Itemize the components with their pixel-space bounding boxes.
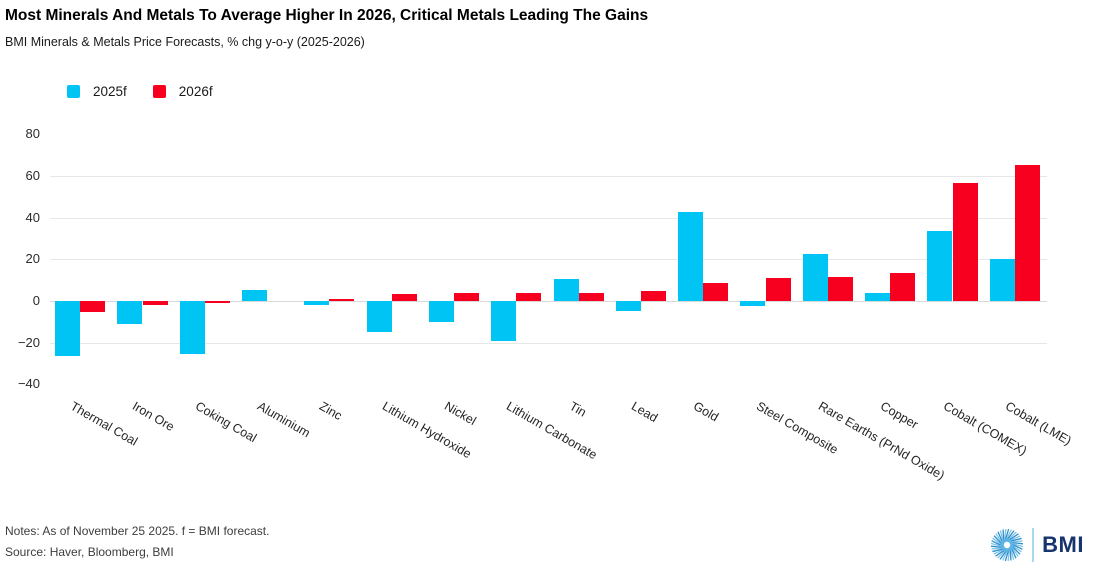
y-tick-label: 0	[32, 293, 40, 308]
bar-2026f-cobalt-comex-[interactable]	[952, 183, 978, 301]
bar-2025f-nickel[interactable]	[428, 301, 454, 322]
legend-item-2025f[interactable]: 2025f	[67, 84, 127, 99]
bar-2026f-steel-composite[interactable]	[765, 278, 791, 301]
zero-gridline	[50, 301, 1047, 302]
gridline	[50, 218, 1047, 219]
bar-2025f-lithium-carbonate[interactable]	[491, 301, 517, 341]
bar-2025f-rare-earths-prnd-oxide-[interactable]	[802, 254, 828, 301]
bar-2025f-cobalt-comex-[interactable]	[927, 231, 953, 301]
bar-2026f-tin[interactable]	[578, 292, 604, 301]
bar-2026f-rare-earths-prnd-oxide-[interactable]	[827, 277, 853, 301]
bar-2026f-zinc[interactable]	[329, 298, 355, 301]
bar-2025f-iron-ore[interactable]	[117, 301, 143, 324]
chart-source: Source: Haver, Bloomberg, BMI	[5, 545, 174, 559]
gridline	[50, 259, 1047, 260]
bar-2025f-aluminium[interactable]	[241, 289, 267, 301]
bar-2025f-gold[interactable]	[678, 212, 704, 301]
bar-2026f-coking-coal[interactable]	[204, 301, 230, 304]
x-axis-label: Lead	[628, 399, 661, 426]
chart-title: Most Minerals And Metals To Average High…	[5, 7, 649, 24]
x-axis-label: Tin	[566, 399, 589, 420]
bar-2025f-steel-composite[interactable]	[740, 301, 766, 307]
gridline	[50, 176, 1047, 177]
legend-label-2026f: 2026f	[178, 84, 213, 99]
gridline	[50, 343, 1047, 344]
x-axis-label: Aluminium	[255, 399, 313, 441]
bar-2025f-cobalt-lme-[interactable]	[989, 259, 1015, 301]
bar-2026f-cobalt-lme-[interactable]	[1014, 164, 1040, 301]
y-tick-label: 40	[25, 209, 40, 225]
logo-wordmark: BMI	[1042, 532, 1084, 557]
bar-2025f-tin[interactable]	[553, 279, 579, 301]
bar-2026f-copper[interactable]	[890, 272, 916, 301]
logo-divider	[1032, 528, 1035, 562]
x-axis-label: Gold	[691, 399, 722, 425]
bar-2025f-thermal-coal[interactable]	[55, 301, 80, 357]
bar-2025f-lithium-hydroxide[interactable]	[366, 301, 392, 333]
bar-2026f-nickel[interactable]	[454, 292, 480, 301]
x-axis-label: Thermal Coal	[68, 399, 141, 449]
bar-2025f-zinc[interactable]	[304, 301, 330, 306]
bmi-swirl-icon	[991, 528, 1024, 562]
x-axis-label: Zinc	[317, 399, 345, 423]
legend-label-2025f: 2025f	[93, 84, 127, 99]
bar-2026f-gold[interactable]	[703, 283, 729, 301]
x-axis-label: Copper	[878, 399, 921, 432]
x-axis-label: Coking Coal	[192, 399, 259, 446]
bar-2025f-copper[interactable]	[865, 292, 891, 301]
chart-legend: 2025f 2026f	[67, 84, 213, 99]
chart-notes: Notes: As of November 25 2025. f = BMI f…	[5, 524, 270, 538]
legend-swatch-2026f-icon	[152, 85, 166, 98]
bar-2026f-lead[interactable]	[641, 290, 666, 301]
x-axis-label: Iron Ore	[130, 399, 178, 435]
bar-2025f-coking-coal[interactable]	[179, 301, 205, 355]
chart-subtitle: BMI Minerals & Metals Price Forecasts, %…	[5, 35, 365, 49]
bar-2026f-lithium-carbonate[interactable]	[516, 292, 542, 301]
legend-swatch-2025f-icon	[67, 85, 80, 98]
x-axis-label: Nickel	[442, 399, 479, 429]
legend-item-2026f[interactable]: 2026f	[152, 84, 213, 99]
y-tick-label: −20	[17, 334, 40, 350]
y-tick-label: 80	[25, 126, 40, 142]
bar-2026f-thermal-coal[interactable]	[80, 301, 106, 313]
y-tick-label: −40	[17, 376, 40, 392]
bar-2025f-lead[interactable]	[615, 301, 641, 312]
bar-2026f-lithium-hydroxide[interactable]	[391, 293, 417, 301]
y-tick-label: 60	[25, 168, 40, 184]
bmi-logo: BMI	[990, 528, 1084, 562]
bar-2026f-iron-ore[interactable]	[142, 301, 168, 306]
y-tick-label: 20	[25, 251, 40, 267]
